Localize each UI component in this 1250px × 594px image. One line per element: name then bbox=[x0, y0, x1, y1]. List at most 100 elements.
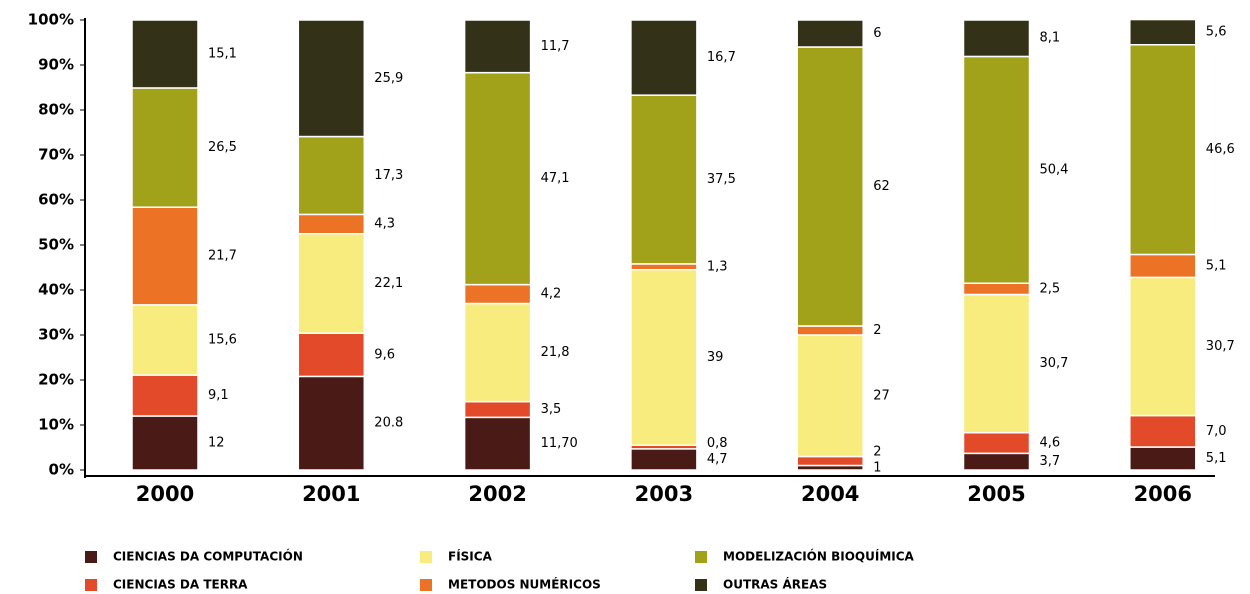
legend-label: CIENCIAS DA COMPUTACIÓN bbox=[113, 549, 303, 564]
bar-segment bbox=[131, 415, 199, 471]
legend-swatch bbox=[695, 551, 707, 563]
x-tick-label: 2000 bbox=[136, 482, 194, 506]
legend-label: METODOS NUMÉRICOS bbox=[448, 577, 601, 592]
bar-segment bbox=[962, 282, 1031, 296]
value-label: 62 bbox=[873, 179, 890, 194]
bar-segment bbox=[131, 19, 199, 89]
value-label: 25,9 bbox=[374, 71, 403, 86]
value-label: 7,0 bbox=[1206, 424, 1227, 439]
bar-segment bbox=[463, 283, 532, 305]
legend-label: OUTRAS ÁREAS bbox=[723, 577, 827, 592]
value-label: 15,1 bbox=[208, 46, 237, 61]
legend-label: MODELIZACIÓN BIOQUÍMICA bbox=[723, 549, 915, 564]
bar-segment bbox=[297, 375, 366, 471]
value-label: 4,3 bbox=[374, 217, 395, 232]
bar-segment bbox=[1129, 253, 1197, 279]
bar-segment bbox=[297, 233, 366, 334]
value-label: 5,1 bbox=[1206, 451, 1227, 466]
legend-label: CIENCIAS DA TERRA bbox=[113, 578, 248, 592]
y-tick-label: 90% bbox=[38, 56, 74, 74]
value-label: 2,5 bbox=[1040, 281, 1061, 296]
bar-segment bbox=[131, 304, 199, 376]
x-tick-label: 2002 bbox=[468, 482, 526, 506]
value-label: 5,1 bbox=[1206, 258, 1227, 273]
y-tick-label: 0% bbox=[49, 461, 74, 479]
bar-segment bbox=[962, 431, 1031, 455]
bar-segment bbox=[463, 19, 532, 74]
y-tick-label: 30% bbox=[38, 326, 74, 344]
value-label: 12 bbox=[208, 436, 225, 451]
value-label: 6 bbox=[873, 26, 881, 41]
x-tick-label: 2003 bbox=[635, 482, 693, 506]
y-tick-label: 20% bbox=[38, 371, 74, 389]
bar-segment bbox=[630, 19, 698, 96]
bar-segment bbox=[1129, 18, 1197, 46]
value-label: 50,4 bbox=[1040, 162, 1069, 177]
y-tick-label: 50% bbox=[38, 236, 74, 254]
value-label: 22,1 bbox=[374, 276, 403, 291]
bar-segment bbox=[1129, 276, 1197, 417]
value-label: 8,1 bbox=[1040, 31, 1061, 46]
x-tick-label: 2005 bbox=[967, 482, 1025, 506]
bar-segment bbox=[297, 135, 366, 216]
y-tick-label: 80% bbox=[38, 101, 74, 119]
bar-segment bbox=[962, 55, 1031, 285]
value-label: 39 bbox=[707, 350, 724, 365]
value-label: 15,6 bbox=[208, 332, 237, 347]
value-label: 4,2 bbox=[541, 287, 562, 302]
value-label: 3,7 bbox=[1040, 454, 1061, 469]
bar-segment bbox=[796, 455, 864, 467]
value-label: 2 bbox=[873, 323, 881, 338]
legend-label: FÍSICA bbox=[448, 549, 493, 564]
bar-segment bbox=[463, 400, 532, 419]
y-tick-label: 60% bbox=[38, 191, 74, 209]
bar-segment bbox=[297, 19, 366, 138]
value-label: 11,7 bbox=[541, 39, 570, 54]
y-tick-label: 100% bbox=[28, 11, 74, 29]
value-label: 11,70 bbox=[541, 436, 578, 451]
bar-segment bbox=[131, 374, 199, 417]
y-tick-label: 10% bbox=[38, 416, 74, 434]
value-label: 4,6 bbox=[1040, 436, 1061, 451]
x-tick-label: 2001 bbox=[302, 482, 360, 506]
value-label: 26,5 bbox=[208, 140, 237, 155]
value-label: 46,6 bbox=[1206, 142, 1235, 157]
x-tick-label: 2004 bbox=[801, 482, 859, 506]
bar-segment bbox=[962, 19, 1031, 58]
bar-segment bbox=[630, 94, 698, 265]
value-label: 27 bbox=[873, 388, 890, 403]
value-label: 9,1 bbox=[208, 388, 229, 403]
bar-segment bbox=[630, 448, 698, 471]
value-label: 5,6 bbox=[1206, 25, 1227, 40]
value-label: 0,8 bbox=[707, 436, 728, 451]
value-label: 20.8 bbox=[374, 416, 403, 431]
value-label: 2 bbox=[873, 444, 881, 459]
value-label: 21,7 bbox=[208, 249, 237, 264]
value-label: 16,7 bbox=[707, 50, 736, 65]
value-label: 30,7 bbox=[1040, 356, 1069, 371]
value-label: 37,5 bbox=[707, 172, 736, 187]
value-label: 3,5 bbox=[541, 402, 562, 417]
bar-segment bbox=[796, 46, 864, 327]
value-label: 4,7 bbox=[707, 452, 728, 467]
value-label: 1 bbox=[873, 460, 881, 475]
bar-segment bbox=[463, 71, 532, 286]
x-tick-label: 2006 bbox=[1134, 482, 1192, 506]
y-tick-label: 70% bbox=[38, 146, 74, 164]
value-label: 1,3 bbox=[707, 259, 728, 274]
bar-segment bbox=[1129, 446, 1197, 471]
bar-segment bbox=[962, 293, 1031, 434]
bar-segment bbox=[962, 452, 1031, 471]
bar-segment bbox=[1129, 44, 1197, 256]
legend-swatch bbox=[695, 579, 707, 591]
bar-segment bbox=[796, 334, 864, 458]
bar-segment bbox=[297, 213, 366, 235]
bar-segment bbox=[131, 206, 199, 306]
legend-swatch bbox=[420, 551, 432, 563]
value-label: 17,3 bbox=[374, 168, 403, 183]
bar-segment bbox=[297, 332, 366, 378]
bar-segment bbox=[463, 302, 532, 403]
value-label: 30,7 bbox=[1206, 339, 1235, 354]
bar-segment bbox=[131, 87, 199, 208]
